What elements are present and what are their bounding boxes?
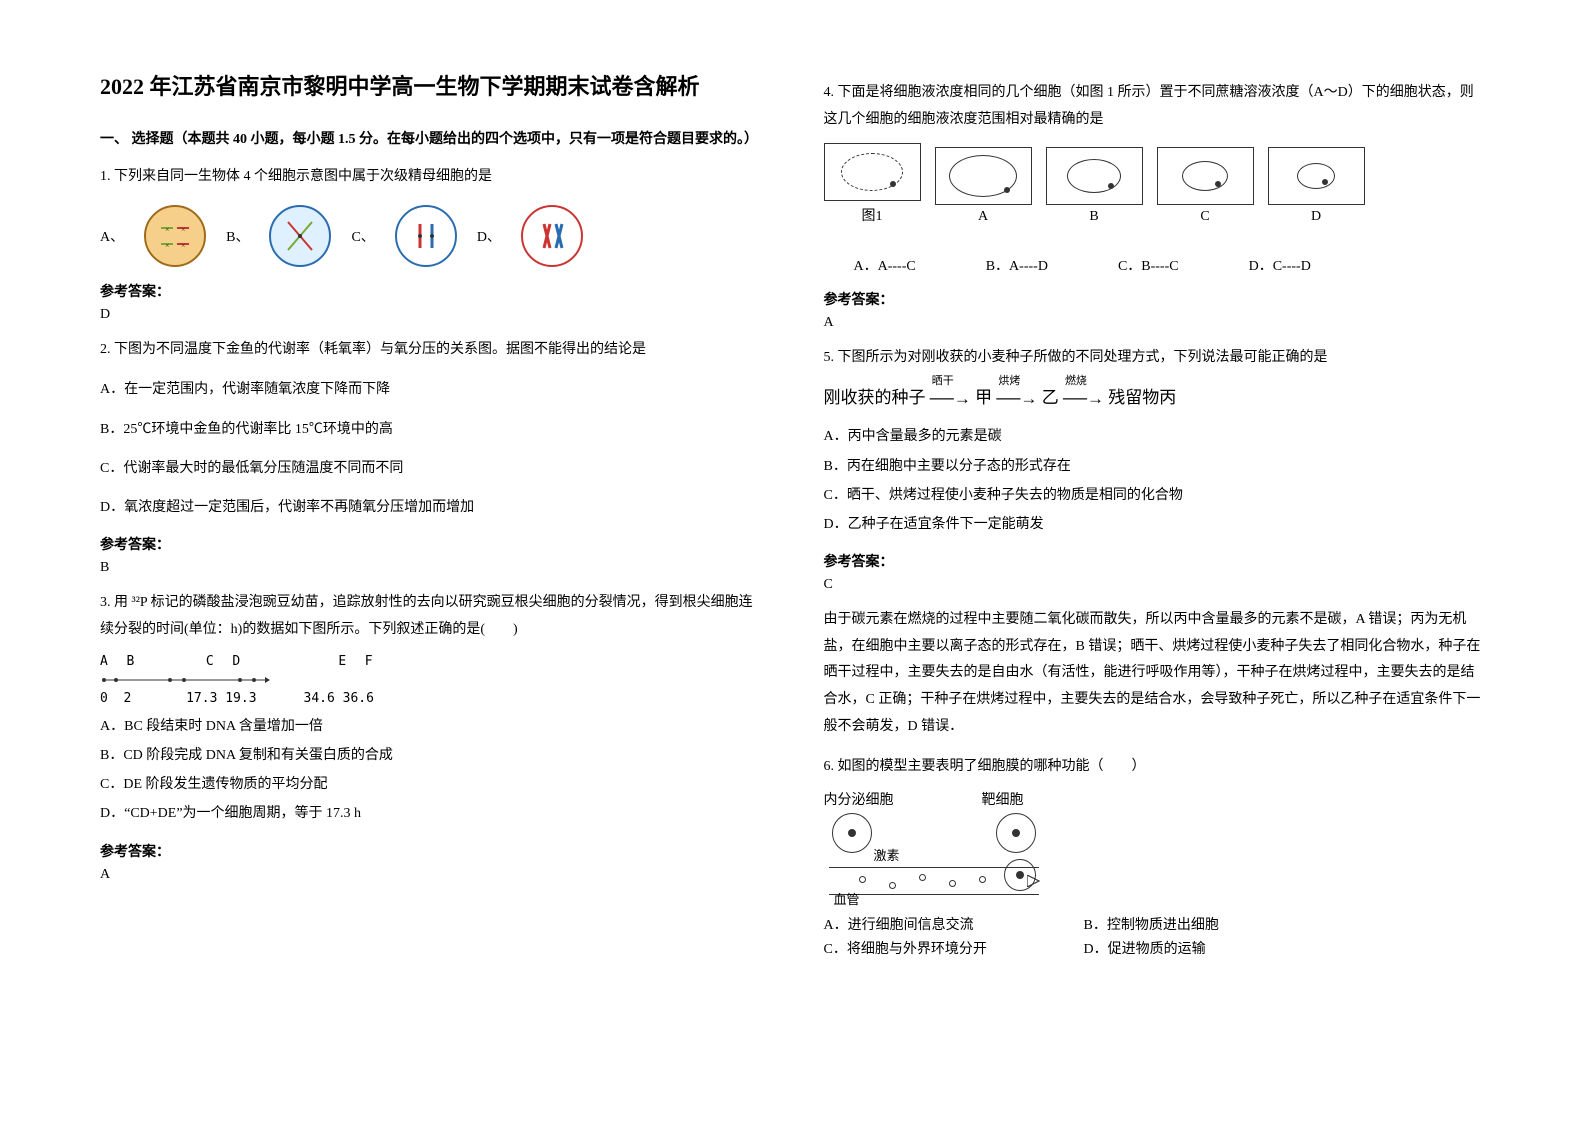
- q1-optC-label: C、: [351, 226, 374, 246]
- q5-optA: A．丙中含量最多的元素是碳: [824, 424, 1488, 449]
- q5-optD: D．乙种子在适宜条件下一定能萌发: [824, 512, 1488, 537]
- q4-options: A．A----C B．A----D C．B----C D．C----D: [854, 255, 1488, 275]
- q3-timeline-bot: 0 2 17.3 19.3 34.6 36.6: [100, 690, 764, 708]
- q1-optD-label: D、: [477, 226, 501, 246]
- q4-figB: B: [1046, 147, 1143, 225]
- arrow-icon: ──→: [1063, 389, 1104, 408]
- q1-optA-label: A、: [100, 226, 124, 246]
- q2-optB: B．25℃环境中金鱼的代谢率比 15℃环境中的高: [100, 417, 764, 442]
- q4-answer-heading: 参考答案：: [824, 289, 1488, 309]
- q5-formula: 刚收获的种子 晒干 ──→ 甲 烘烤 ──→ 乙 燃烧 ──→ 残留物丙: [824, 384, 1488, 413]
- q3-optC: C．DE 阶段发生遗传物质的平均分配: [100, 772, 764, 797]
- q4-optC: C．B----C: [1118, 255, 1179, 275]
- q3-answer: A: [100, 867, 764, 883]
- q6-optA: A．进行细胞间信息交流: [824, 914, 1044, 934]
- q5-optB: B．丙在细胞中主要以分子态的形式存在: [824, 454, 1488, 479]
- q4-label-4: D: [1268, 209, 1365, 225]
- q1-figA-icon: × × × ×: [144, 205, 206, 267]
- q3-timeline: A B C D E F 0 2 17.3 19.3 34.6 36.6: [100, 653, 764, 708]
- q6-options-row2: C．将细胞与外界环境分开 D．促进物质的运输: [824, 938, 1488, 958]
- q3-timeline-axis-icon: [100, 675, 270, 685]
- q4-figures: 图1 A B C D: [824, 143, 1488, 225]
- arrow-icon: ──→: [996, 389, 1037, 408]
- q2-optA: A．在一定范围内，代谢率随氧浓度下降而下降: [100, 377, 764, 402]
- q6-label-left: 内分泌细胞: [824, 789, 894, 809]
- q4-label-1: A: [935, 209, 1032, 225]
- q3-timeline-top: A B C D E F: [100, 653, 764, 671]
- q5-arrow1-label: 晒干: [932, 373, 954, 391]
- q4-figA: A: [935, 147, 1032, 225]
- q4-optB: B．A----D: [986, 255, 1048, 275]
- q4-optA: A．A----C: [854, 255, 916, 275]
- q5-explanation: 由于碳元素在燃烧的过程中主要随二氧化碳而散失，所以丙中含量最多的元素不是碳，A …: [824, 607, 1488, 740]
- q1-answer: D: [100, 307, 764, 323]
- q2-optC: C．代谢率最大时的最低氧分压随温度不同而不同: [100, 456, 764, 481]
- q3-optD: D．“CD+DE”为一个细胞周期，等于 17.3 h: [100, 801, 764, 826]
- q4-fig1: 图1: [824, 143, 921, 225]
- q6-optC: C．将细胞与外界环境分开: [824, 938, 1044, 958]
- svg-text:×: ×: [165, 241, 170, 250]
- q4-figC: C: [1157, 147, 1254, 225]
- q5-text: 5. 下图所示为对刚收获的小麦种子所做的不同处理方式，下列说法最可能正确的是: [824, 345, 1488, 372]
- q6-label-vessel: 血管: [834, 889, 860, 908]
- q4-answer: A: [824, 315, 1488, 331]
- q3-optA: A．BC 段结束时 DNA 含量增加一倍: [100, 714, 764, 739]
- q1-figD-icon: [521, 205, 583, 267]
- q5-prefix: 刚收获的种子: [824, 388, 926, 407]
- q4-optD: D．C----D: [1249, 255, 1311, 275]
- left-column: 2022 年江苏省南京市黎明中学高一生物下学期期末试卷含解析 一、 选择题（本题…: [100, 70, 764, 962]
- q3-optB: B．CD 阶段完成 DNA 复制和有关蛋白质的合成: [100, 743, 764, 768]
- q3-text: 3. 用 ³²P 标记的磷酸盐浸泡豌豆幼苗，追踪放射性的去向以研究豌豆根尖细胞的…: [100, 590, 764, 643]
- q1-optB-label: B、: [226, 226, 249, 246]
- section-heading: 一、 选择题（本题共 40 小题，每小题 1.5 分。在每小题给出的四个选项中，…: [100, 127, 764, 152]
- q6-label-right: 靶细胞: [982, 789, 1024, 809]
- q4-figD: D: [1268, 147, 1365, 225]
- q5-optC: C．晒干、烘烤过程使小麦种子失去的物质是相同的化合物: [824, 483, 1488, 508]
- q5-arrow2-label: 烘烤: [998, 373, 1020, 391]
- svg-text:×: ×: [165, 225, 170, 234]
- q5-mid2: 乙: [1042, 388, 1059, 407]
- q2-text: 2. 下图为不同温度下金鱼的代谢率（耗氧率）与氧分压的关系图。据图不能得出的结论…: [100, 337, 764, 364]
- document-title: 2022 年江苏省南京市黎明中学高一生物下学期期末试卷含解析: [100, 70, 764, 103]
- q2-answer-heading: 参考答案：: [100, 534, 764, 554]
- q5-mid1: 甲: [975, 388, 992, 407]
- q5-answer-heading: 参考答案：: [824, 551, 1488, 571]
- q6-figure: 内分泌细胞 靶细胞 激素 血管: [824, 789, 1044, 904]
- q4-label-0: 图1: [824, 205, 921, 225]
- q5-arrow3-label: 燃烧: [1065, 373, 1087, 391]
- q6-options-row1: A．进行细胞间信息交流 B．控制物质进出细胞: [824, 914, 1488, 934]
- q6-optB: B．控制物质进出细胞: [1084, 914, 1304, 934]
- q6-label-hormone: 激素: [874, 845, 900, 864]
- page-container: 2022 年江苏省南京市黎明中学高一生物下学期期末试卷含解析 一、 选择题（本题…: [0, 0, 1587, 1002]
- q4-text: 4. 下面是将细胞液浓度相同的几个细胞（如图 1 所示）置于不同蔗糖溶液浓度（A…: [824, 80, 1488, 133]
- q4-label-3: C: [1157, 209, 1254, 225]
- q1-figB-icon: [269, 205, 331, 267]
- q2-optD: D．氧浓度超过一定范围后，代谢率不再随氧分压增加而增加: [100, 495, 764, 520]
- arrow-icon: ──→: [930, 389, 971, 408]
- q6-diagram-icon: 激素 血管: [824, 809, 1044, 904]
- q2-answer: B: [100, 560, 764, 576]
- right-column: 4. 下面是将细胞液浓度相同的几个细胞（如图 1 所示）置于不同蔗糖溶液浓度（A…: [824, 70, 1488, 962]
- q5-suffix: 残留物丙: [1108, 388, 1176, 407]
- q5-answer: C: [824, 577, 1488, 593]
- q4-label-2: B: [1046, 209, 1143, 225]
- svg-text:×: ×: [181, 241, 186, 250]
- svg-text:×: ×: [181, 225, 186, 234]
- q1-answer-heading: 参考答案：: [100, 281, 764, 301]
- q6-text: 6. 如图的模型主要表明了细胞膜的哪种功能（ ）: [824, 754, 1488, 781]
- q1-figures: A、 × × × × B、: [100, 205, 764, 267]
- q1-text: 1. 下列来自同一生物体 4 个细胞示意图中属于次级精母细胞的是: [100, 164, 764, 191]
- q1-figC-icon: [395, 205, 457, 267]
- q3-answer-heading: 参考答案：: [100, 841, 764, 861]
- q6-optD: D．促进物质的运输: [1084, 938, 1304, 958]
